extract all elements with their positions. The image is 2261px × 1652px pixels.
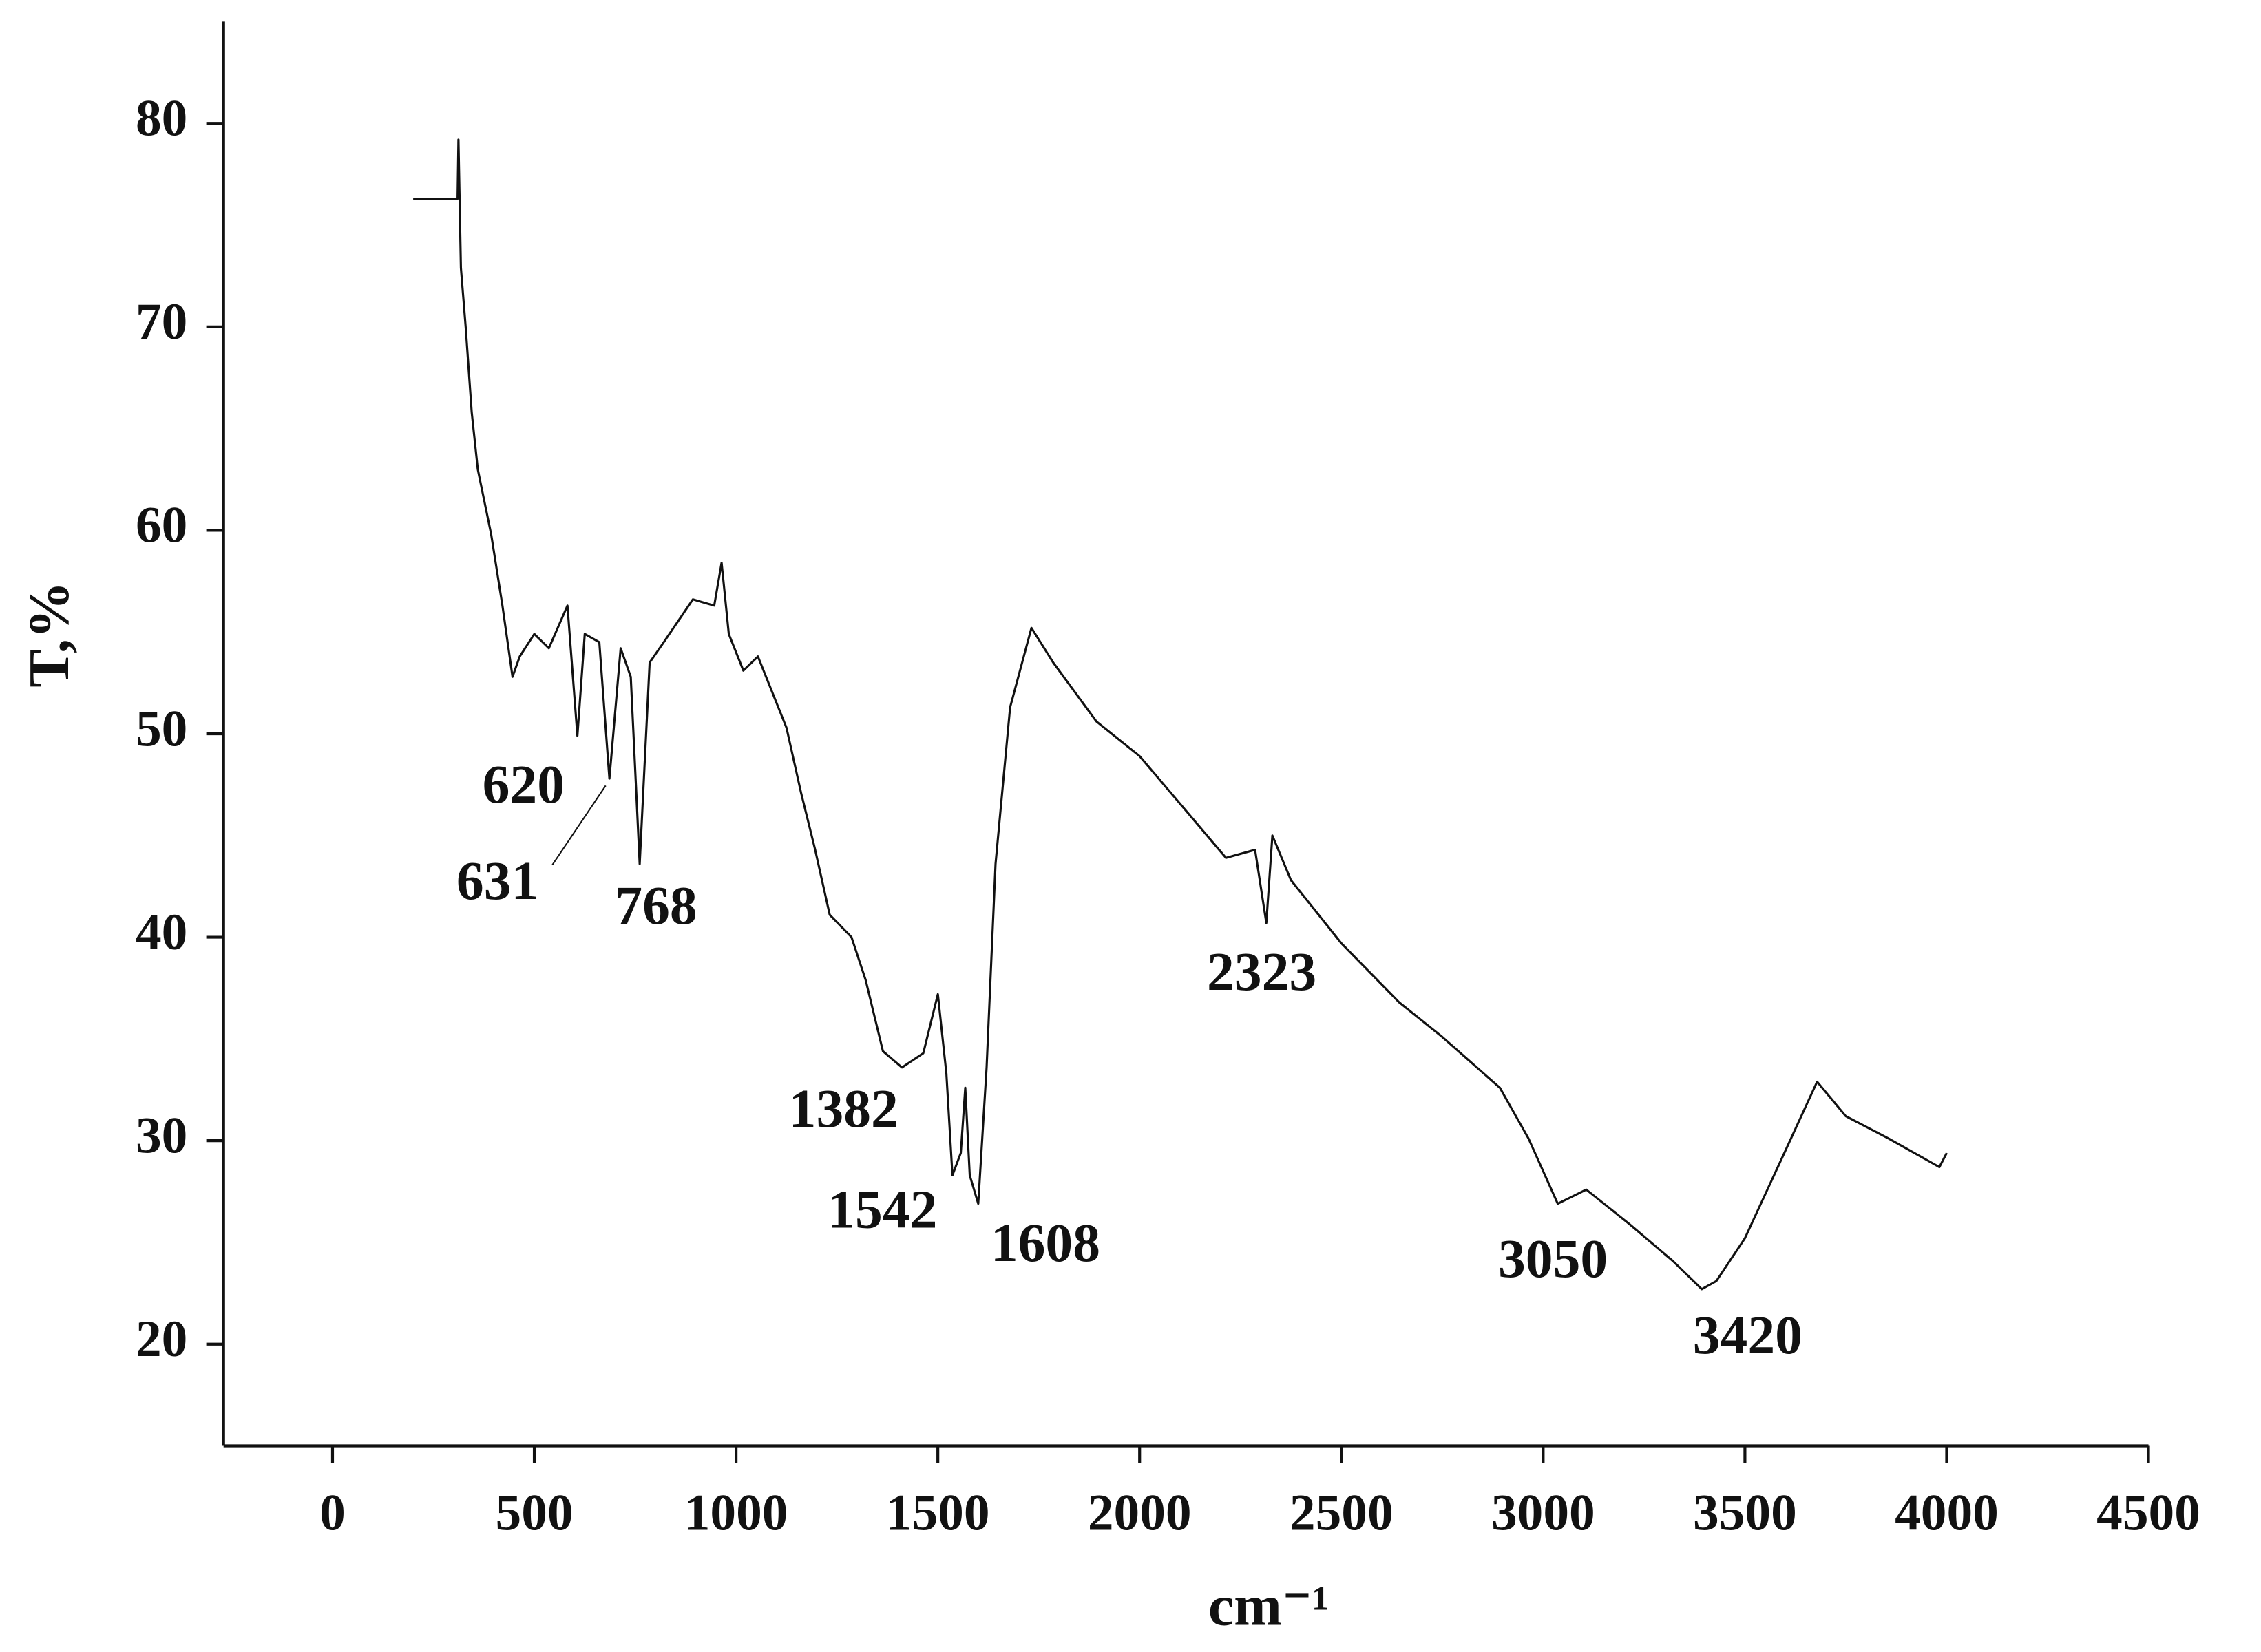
peak-label: 2323	[1207, 942, 1316, 1002]
x-tick-label: 4500	[2096, 1485, 2200, 1542]
peak-label: 1382	[789, 1079, 898, 1139]
x-tick-label: 3500	[1693, 1485, 1797, 1542]
peak-label: 620	[483, 754, 565, 815]
x-tick-label: 0	[319, 1485, 346, 1542]
y-axis-label: T,%	[17, 581, 81, 687]
peak-label: 1542	[828, 1180, 937, 1240]
x-tick-label: 1000	[684, 1485, 788, 1542]
leader-line	[551, 785, 607, 866]
x-tick-label: 500	[496, 1485, 574, 1542]
peak-label: 631	[456, 851, 538, 911]
x-tick-label: 1500	[886, 1485, 990, 1542]
peak-label: 1608	[991, 1213, 1100, 1273]
y-tick-label: 80	[136, 90, 187, 147]
peak-label: 768	[615, 876, 697, 936]
x-tick-label: 2000	[1088, 1485, 1192, 1542]
x-tick-label: 2500	[1290, 1485, 1394, 1542]
peak-label: 3420	[1693, 1305, 1802, 1366]
y-tick-label: 60	[136, 497, 187, 554]
x-tick-label: 3000	[1491, 1485, 1595, 1542]
x-tick-label: 4000	[1895, 1485, 1999, 1542]
x-axis-label: cm⁻¹	[1208, 1574, 1329, 1638]
spectrum-line	[413, 138, 1948, 1291]
peak-label: 3050	[1498, 1229, 1608, 1289]
y-tick-label: 20	[136, 1311, 187, 1368]
y-tick-label: 70	[136, 293, 187, 350]
y-tick-label: 30	[136, 1107, 187, 1164]
y-tick-label: 40	[136, 904, 187, 961]
y-tick-label: 50	[136, 700, 187, 757]
